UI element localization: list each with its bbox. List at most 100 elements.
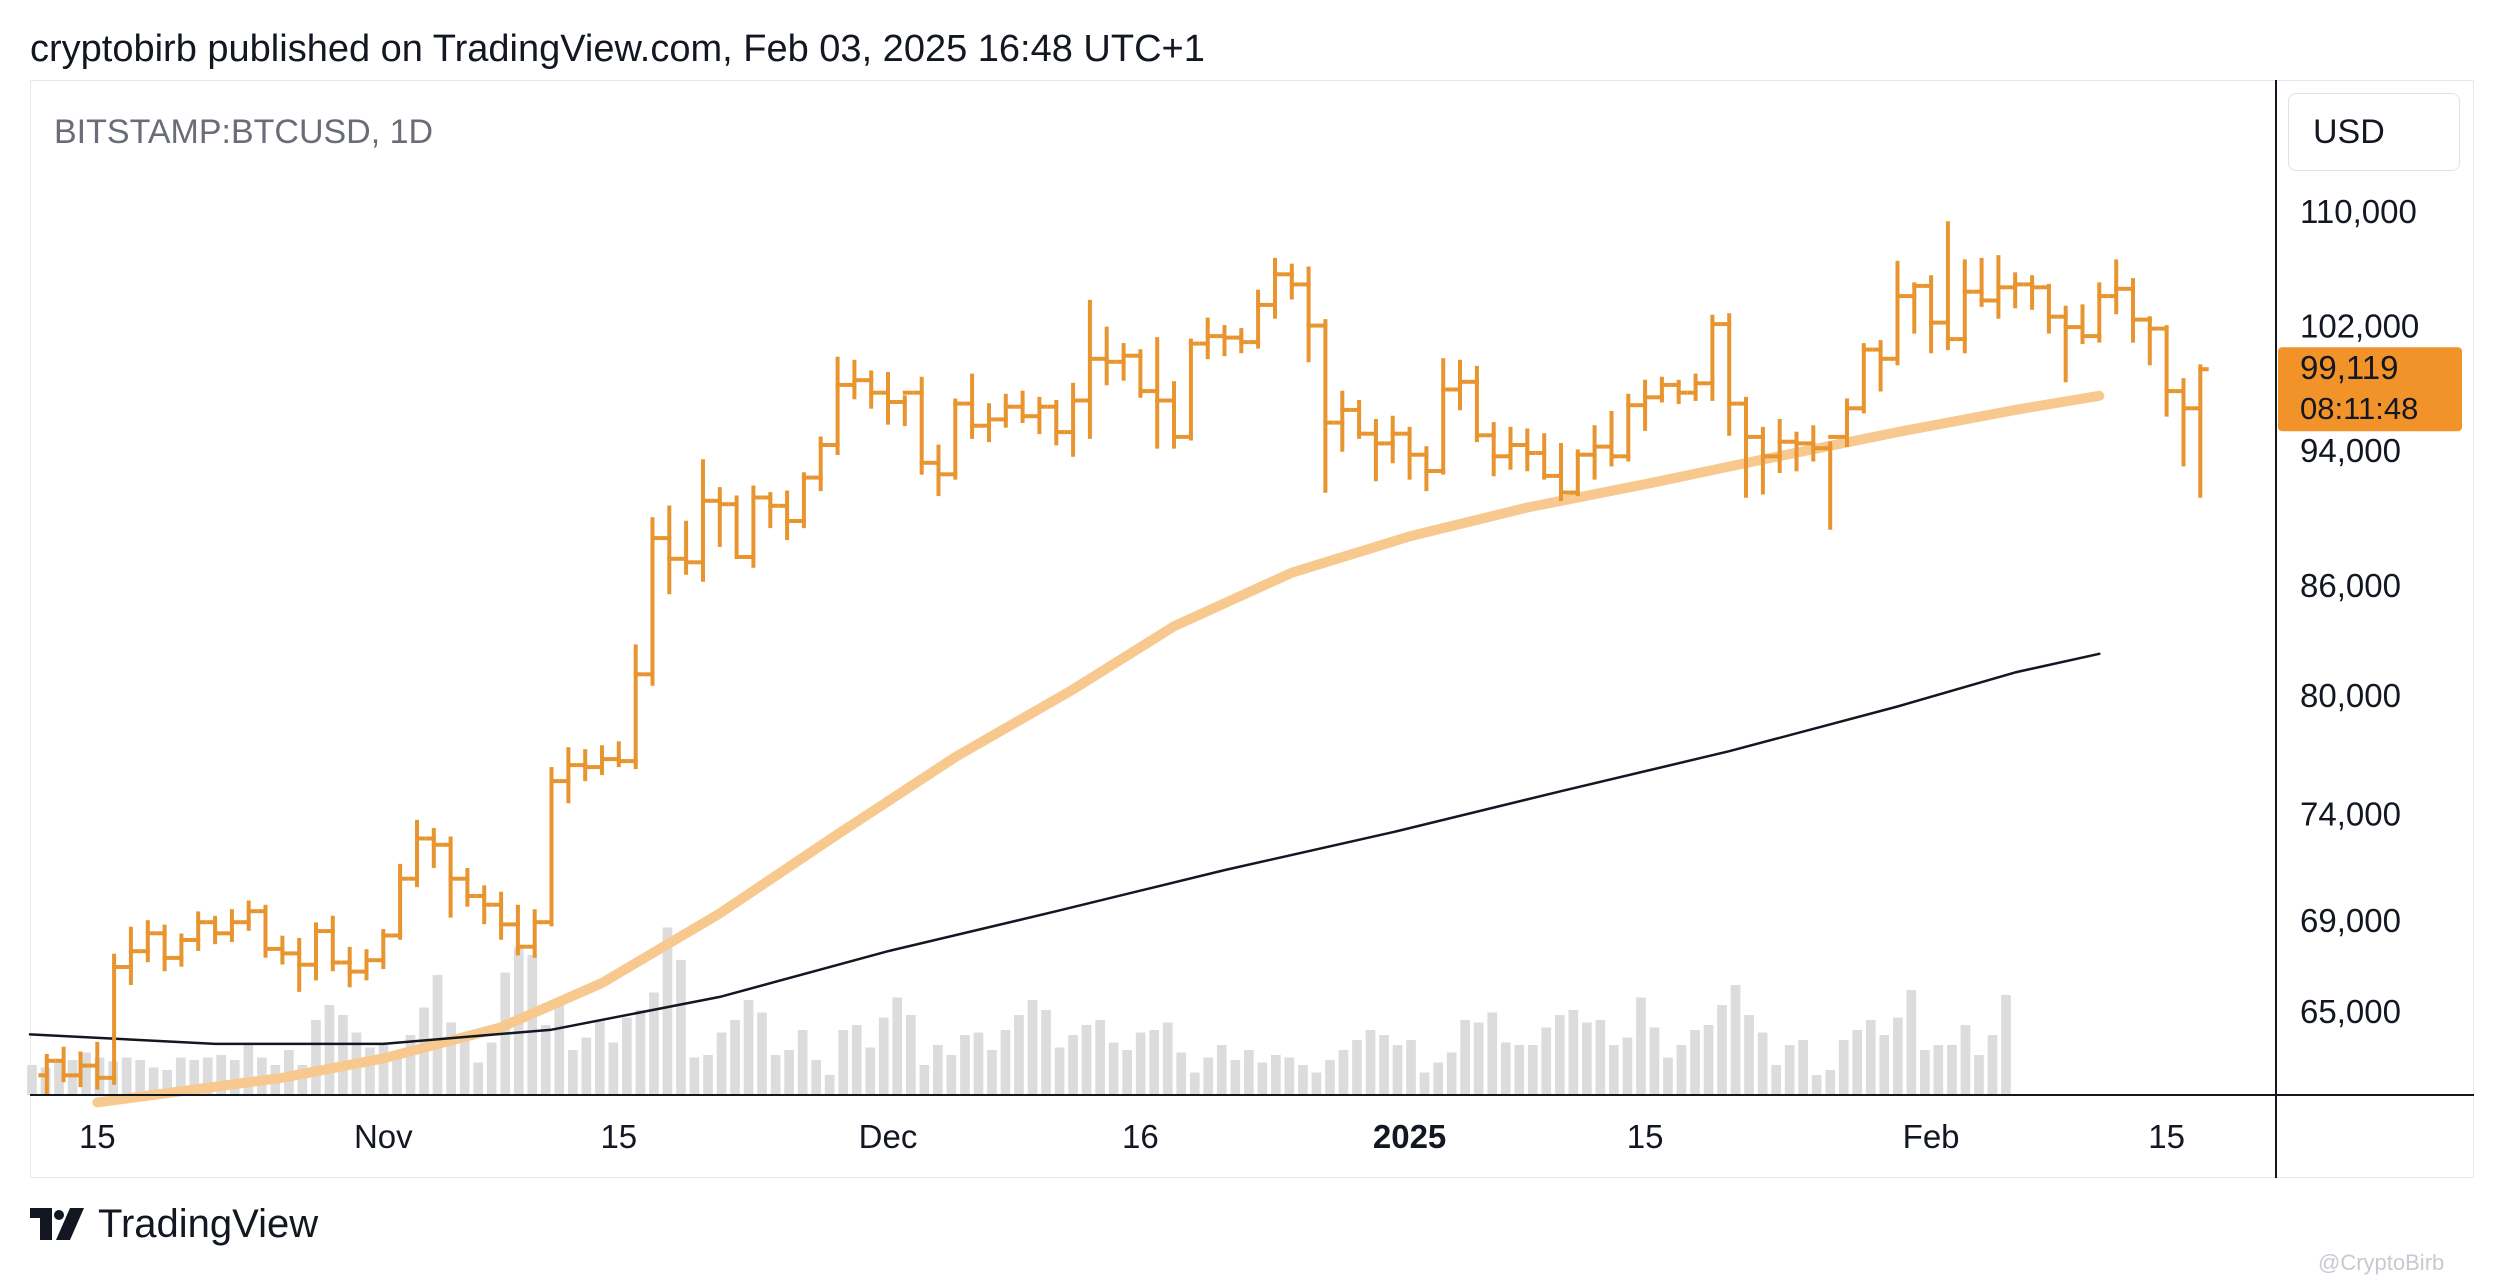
ohlc-bar <box>1569 449 1587 497</box>
ohlc-bar <box>1636 379 1654 431</box>
volume-bar <box>1000 1030 1011 1095</box>
y-axis-ticks: 110,000 102,000 94,000 86,000 80,000 74,000 69… <box>2300 193 2419 1030</box>
volume-bar <box>1122 1050 1132 1095</box>
volume-bar <box>1325 1060 1335 1095</box>
volume-bar <box>784 1050 794 1095</box>
ohlc-bar <box>1148 337 1166 449</box>
volume-bar <box>1203 1057 1214 1095</box>
ohlc-bar <box>475 885 493 925</box>
volume-bar <box>1460 1020 1470 1095</box>
ohlc-bar <box>1872 340 1889 392</box>
volume-bar <box>1974 1055 1984 1095</box>
volume-bar <box>1541 1027 1552 1095</box>
volume-bar <box>459 1040 470 1095</box>
ohlc-bar <box>1889 260 1906 366</box>
ohlc-bar <box>1300 266 1317 363</box>
volume-bar <box>216 1055 227 1095</box>
ohlc-bar <box>862 370 880 409</box>
volume-bar <box>1717 1005 1727 1095</box>
footer-brand-text: TradingView <box>98 1202 319 1246</box>
volume-bar <box>1609 1045 1619 1095</box>
ohlc-bar <box>997 393 1015 428</box>
volume-bar <box>1811 1075 1822 1095</box>
volume-bar <box>1649 1027 1660 1095</box>
ohlc-bar <box>846 359 863 400</box>
ohlc-bar <box>1317 319 1334 493</box>
x-axis-ticks: 15 Nov 15 Dec 16 2025 15 Feb 15 <box>79 1118 2185 1155</box>
ohlc-bar <box>55 1046 72 1083</box>
ohlc-bar <box>2006 272 2024 309</box>
volume-bar <box>1419 1072 1430 1095</box>
ohlc-bar <box>391 863 409 940</box>
ohlc-bar <box>1737 396 1755 498</box>
last-price-tag: 99,119 08:11:48 <box>2278 347 2462 432</box>
ohlc-bar <box>2191 364 2209 498</box>
ohlc-bar <box>1434 358 1452 475</box>
symbol-label: BITSTAMP:BTCUSD, 1D <box>54 113 434 151</box>
volume-bar <box>202 1057 213 1095</box>
ohlc-bar <box>2040 283 2058 334</box>
volume-bar <box>1527 1045 1538 1095</box>
ohlc-bar <box>1451 359 1469 411</box>
ohlc-bar <box>1384 415 1402 464</box>
ohlc-bar <box>1973 257 1990 307</box>
volume-bar <box>676 960 686 1095</box>
volume-bar <box>716 1032 727 1095</box>
ohlc-bar <box>307 922 325 981</box>
chart-frame <box>30 80 2474 1178</box>
volume-bar <box>1176 1052 1187 1095</box>
ohlc-bar <box>206 915 224 945</box>
ohlc-bar <box>576 749 594 782</box>
ohlc-bar <box>879 372 897 425</box>
bar-countdown: 08:11:48 <box>2300 391 2418 426</box>
ohlc-bar <box>1990 255 2007 319</box>
ohlc-bar <box>694 459 712 582</box>
volume-bar <box>1622 1037 1633 1095</box>
volume-bar <box>1838 1040 1849 1095</box>
volume-bar <box>1906 990 1917 1095</box>
ohlc-bar <box>1552 443 1570 502</box>
ohlc-bar <box>408 819 426 888</box>
ohlc-bar <box>173 933 190 967</box>
y-tick-label: 74,000 <box>2300 796 2401 833</box>
ohlc-bar <box>122 926 140 985</box>
ohlc-bar <box>1081 299 1099 439</box>
volume-bar <box>405 1035 416 1095</box>
volume-bar <box>1244 1050 1254 1095</box>
volume-bar <box>973 1032 984 1095</box>
ohlc-bar <box>896 390 914 427</box>
x-tick-label: 16 <box>1122 1118 1159 1155</box>
ohlc-bar <box>677 520 695 575</box>
ohlc-bar <box>1518 428 1536 472</box>
volume-bar <box>229 1060 240 1095</box>
ohlc-bar <box>1216 325 1233 357</box>
ohlc-bar <box>1232 328 1250 354</box>
ohlc-bar <box>1249 289 1267 349</box>
ohlc-bar <box>189 911 207 951</box>
ohlc-bar <box>913 376 931 475</box>
volume-bar <box>135 1060 145 1095</box>
volume-bar <box>1514 1045 1525 1095</box>
footer-brand[interactable]: TradingView <box>30 1202 318 1247</box>
volume-bar <box>1825 1070 1836 1095</box>
ohlc-bar <box>1283 263 1301 300</box>
ohlc-bar <box>2124 278 2142 343</box>
volume-bar <box>730 1020 740 1095</box>
ohlc-bar <box>459 868 476 907</box>
ohlc-bar <box>1603 411 1620 467</box>
volume-bar <box>1933 1045 1944 1095</box>
volume-bar <box>162 1070 172 1095</box>
volume-bar <box>554 1005 565 1095</box>
volume-bar <box>1095 1020 1105 1095</box>
volume-bar <box>1446 1052 1457 1095</box>
ohlc-bar <box>442 836 459 918</box>
ohlc-bar <box>1653 376 1671 403</box>
ohlc-bar <box>1468 365 1486 443</box>
volume-bar <box>770 1055 781 1095</box>
ohlc-bar <box>930 444 947 497</box>
ohlc-bar <box>1132 349 1149 398</box>
currency-button[interactable]: USD <box>2288 93 2460 171</box>
volume-bar <box>1771 1065 1781 1095</box>
ohlc-bar <box>1064 382 1082 457</box>
